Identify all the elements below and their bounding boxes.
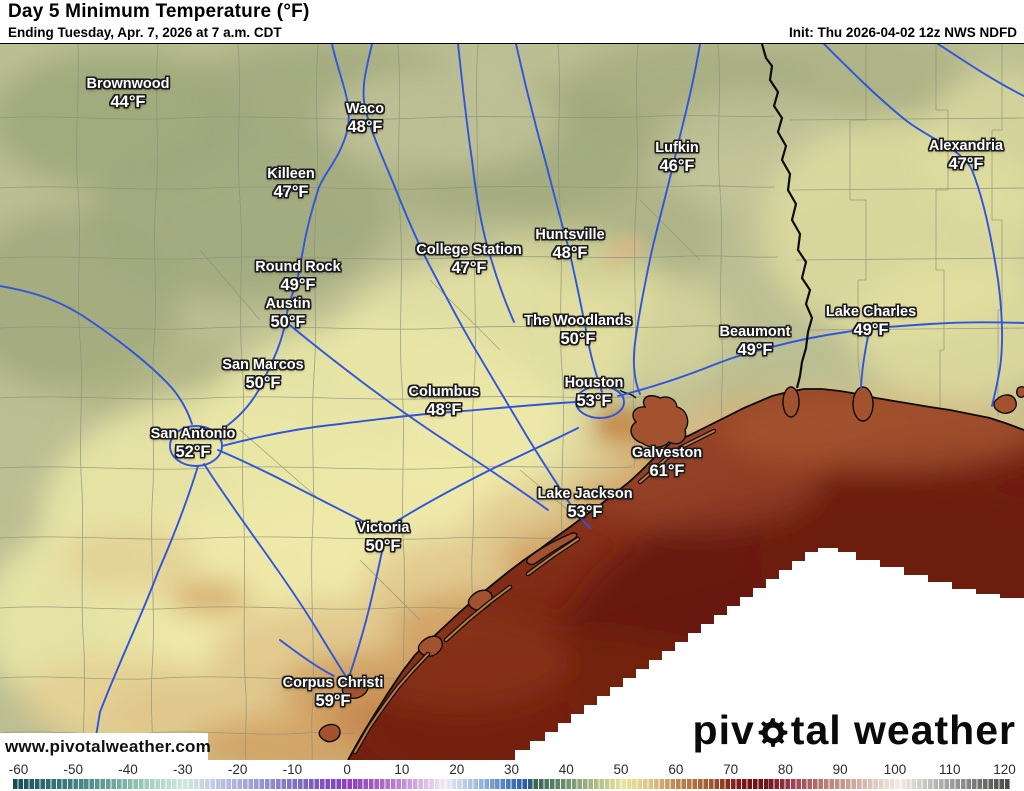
colorbar-tick-40: 40 [558,762,574,777]
colorbar-tick-0: 0 [343,762,351,777]
colorbar-tick--60: -60 [8,762,29,777]
colorbar-tick-20: 20 [449,762,465,777]
roads-rivers [0,44,1024,760]
state-border [760,44,814,389]
coastline [347,388,1024,760]
colorbar-tick-90: 90 [832,762,848,777]
no-data-region [515,548,1024,760]
colorbar-tick--20: -20 [227,762,248,777]
temperature-colorbar [13,779,1010,789]
colorbar-tick-100: 100 [883,762,907,777]
colorbar-tick-10: 10 [394,762,410,777]
colorbar-tick-labels: -60 -50 -40 -30 -20 -10 0 10 20 30 40 50 60 70 80 90 100… [0,760,1024,778]
valid-time-label: Ending Tuesday, Apr. 7, 2026 at 7 a.m. C… [8,25,282,40]
temperature-shading [0,44,1024,760]
page-title: Day 5 Minimum Temperature (°F) [8,1,310,22]
colorbar-tick-50: 50 [613,762,629,777]
logo-text-suffix: tal weather [790,707,1016,753]
colorbar-tick--30: -30 [173,762,193,777]
barrier-islands [352,428,717,755]
county-borders [0,44,1024,760]
colorbar-tick-60: 60 [668,762,684,777]
colorbar-tick--50: -50 [63,762,84,777]
watermark-url: www.pivotalweather.com [0,733,211,760]
pivotal-weather-logo: piv tal weather [693,707,1016,754]
map-top-border [0,43,1024,44]
colorbar-tick-80: 80 [777,762,793,777]
header-bar: Day 5 Minimum Temperature (°F) Ending Tu… [0,0,1024,44]
logo-text-prefix: piv [692,707,755,753]
colorbar-tick-120: 120 [993,762,1016,777]
gear-icon [758,717,788,747]
map-art [0,44,1024,760]
colorbar-tick-70: 70 [723,762,739,777]
colorbar-tick-110: 110 [938,762,961,777]
init-time-label: Init: Thu 2026-04-02 12z NWS NDFD [788,25,1017,40]
colorbar-tick-30: 30 [503,762,520,777]
colorbar-tick--40: -40 [118,762,138,777]
colorbar-tick--10: -10 [282,762,303,777]
color-scale-footer: -60 -50 -40 -30 -20 -10 0 10 20 30 40 50 60 70 80 90 100… [0,760,1024,791]
